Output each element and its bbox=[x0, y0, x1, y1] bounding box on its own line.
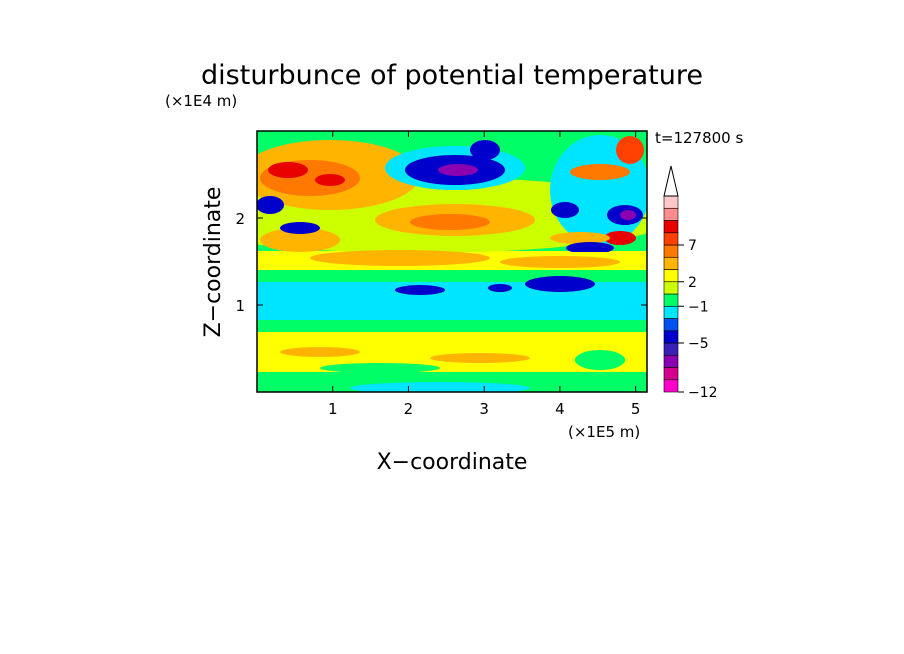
colorbar-swatch bbox=[663, 379, 679, 393]
y-unit-label: (×1E4 m) bbox=[165, 92, 237, 110]
contour-field bbox=[257, 131, 647, 392]
colorbar-swatch bbox=[663, 220, 679, 234]
colorbar-label: 7 bbox=[688, 238, 697, 254]
colorbar-label: −5 bbox=[688, 336, 709, 352]
x-unit-label: (×1E5 m) bbox=[568, 423, 640, 441]
plot-frame bbox=[256, 130, 648, 393]
colorbar-swatch bbox=[663, 256, 679, 270]
colorbar-label: −1 bbox=[688, 299, 709, 315]
colorbar-swatch bbox=[663, 281, 679, 295]
x-axis: 1 2 3 4 5 bbox=[328, 131, 640, 418]
colorbar-swatch bbox=[663, 354, 679, 368]
colorbar-swatch bbox=[663, 244, 679, 258]
colorbar: −12−5−127 bbox=[663, 165, 718, 401]
y-tick-label: 2 bbox=[235, 210, 245, 228]
colorbar-swatch bbox=[663, 232, 679, 246]
colorbar-swatch bbox=[663, 367, 679, 381]
x-tick-label: 2 bbox=[404, 400, 414, 418]
colorbar-swatch bbox=[663, 318, 679, 332]
colorbar-swatch bbox=[663, 305, 679, 319]
x-tick-label: 4 bbox=[555, 400, 565, 418]
y-axis-label: Z−coordinate bbox=[201, 187, 226, 338]
x-tick-label: 5 bbox=[631, 400, 641, 418]
y-axis: 12 bbox=[235, 210, 647, 315]
colorbar-label: −12 bbox=[688, 385, 718, 401]
x-tick-label: 3 bbox=[479, 400, 489, 418]
colorbar-swatch bbox=[663, 207, 679, 221]
colorbar-swatch bbox=[663, 269, 679, 283]
time-label: t=127800 s bbox=[655, 129, 743, 147]
y-tick-label: 1 bbox=[235, 297, 245, 315]
colorbar-extend-arrow bbox=[663, 165, 679, 197]
colorbar-swatch bbox=[663, 195, 679, 209]
chart-title: disturbunce of potential temperature bbox=[201, 60, 703, 91]
x-tick-label: 1 bbox=[328, 400, 338, 418]
colorbar-swatch bbox=[663, 342, 679, 356]
x-axis-label: X−coordinate bbox=[377, 450, 528, 475]
colorbar-label: 2 bbox=[688, 275, 697, 291]
colorbar-swatch bbox=[663, 293, 679, 307]
colorbar-swatch bbox=[663, 330, 679, 344]
